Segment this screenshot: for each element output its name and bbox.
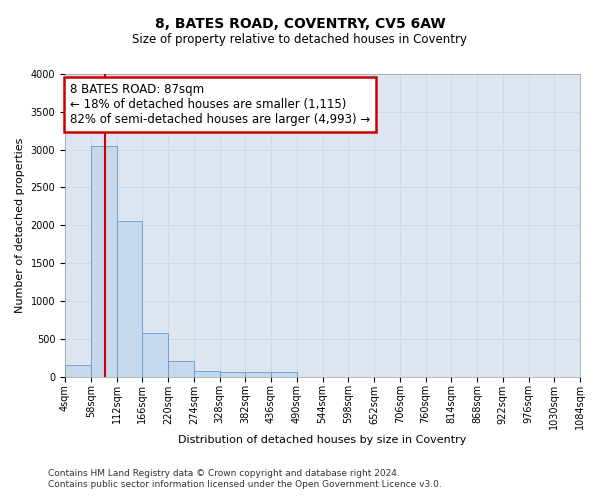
Bar [271,372,297,376]
Bar [116,222,142,376]
Y-axis label: Number of detached properties: Number of detached properties [15,138,25,313]
Bar [194,371,220,376]
Text: 8 BATES ROAD: 87sqm
← 18% of detached houses are smaller (1,115)
82% of semi-det: 8 BATES ROAD: 87sqm ← 18% of detached ho… [70,83,370,126]
Bar [142,334,168,376]
Bar [220,372,245,376]
Bar [245,372,271,376]
Text: Contains public sector information licensed under the Open Government Licence v3: Contains public sector information licen… [48,480,442,489]
Bar [91,146,116,376]
Bar [168,362,194,376]
Bar [65,365,91,376]
Text: Size of property relative to detached houses in Coventry: Size of property relative to detached ho… [133,32,467,46]
Text: 8, BATES ROAD, COVENTRY, CV5 6AW: 8, BATES ROAD, COVENTRY, CV5 6AW [155,18,445,32]
Text: Contains HM Land Registry data © Crown copyright and database right 2024.: Contains HM Land Registry data © Crown c… [48,468,400,477]
X-axis label: Distribution of detached houses by size in Coventry: Distribution of detached houses by size … [178,435,467,445]
